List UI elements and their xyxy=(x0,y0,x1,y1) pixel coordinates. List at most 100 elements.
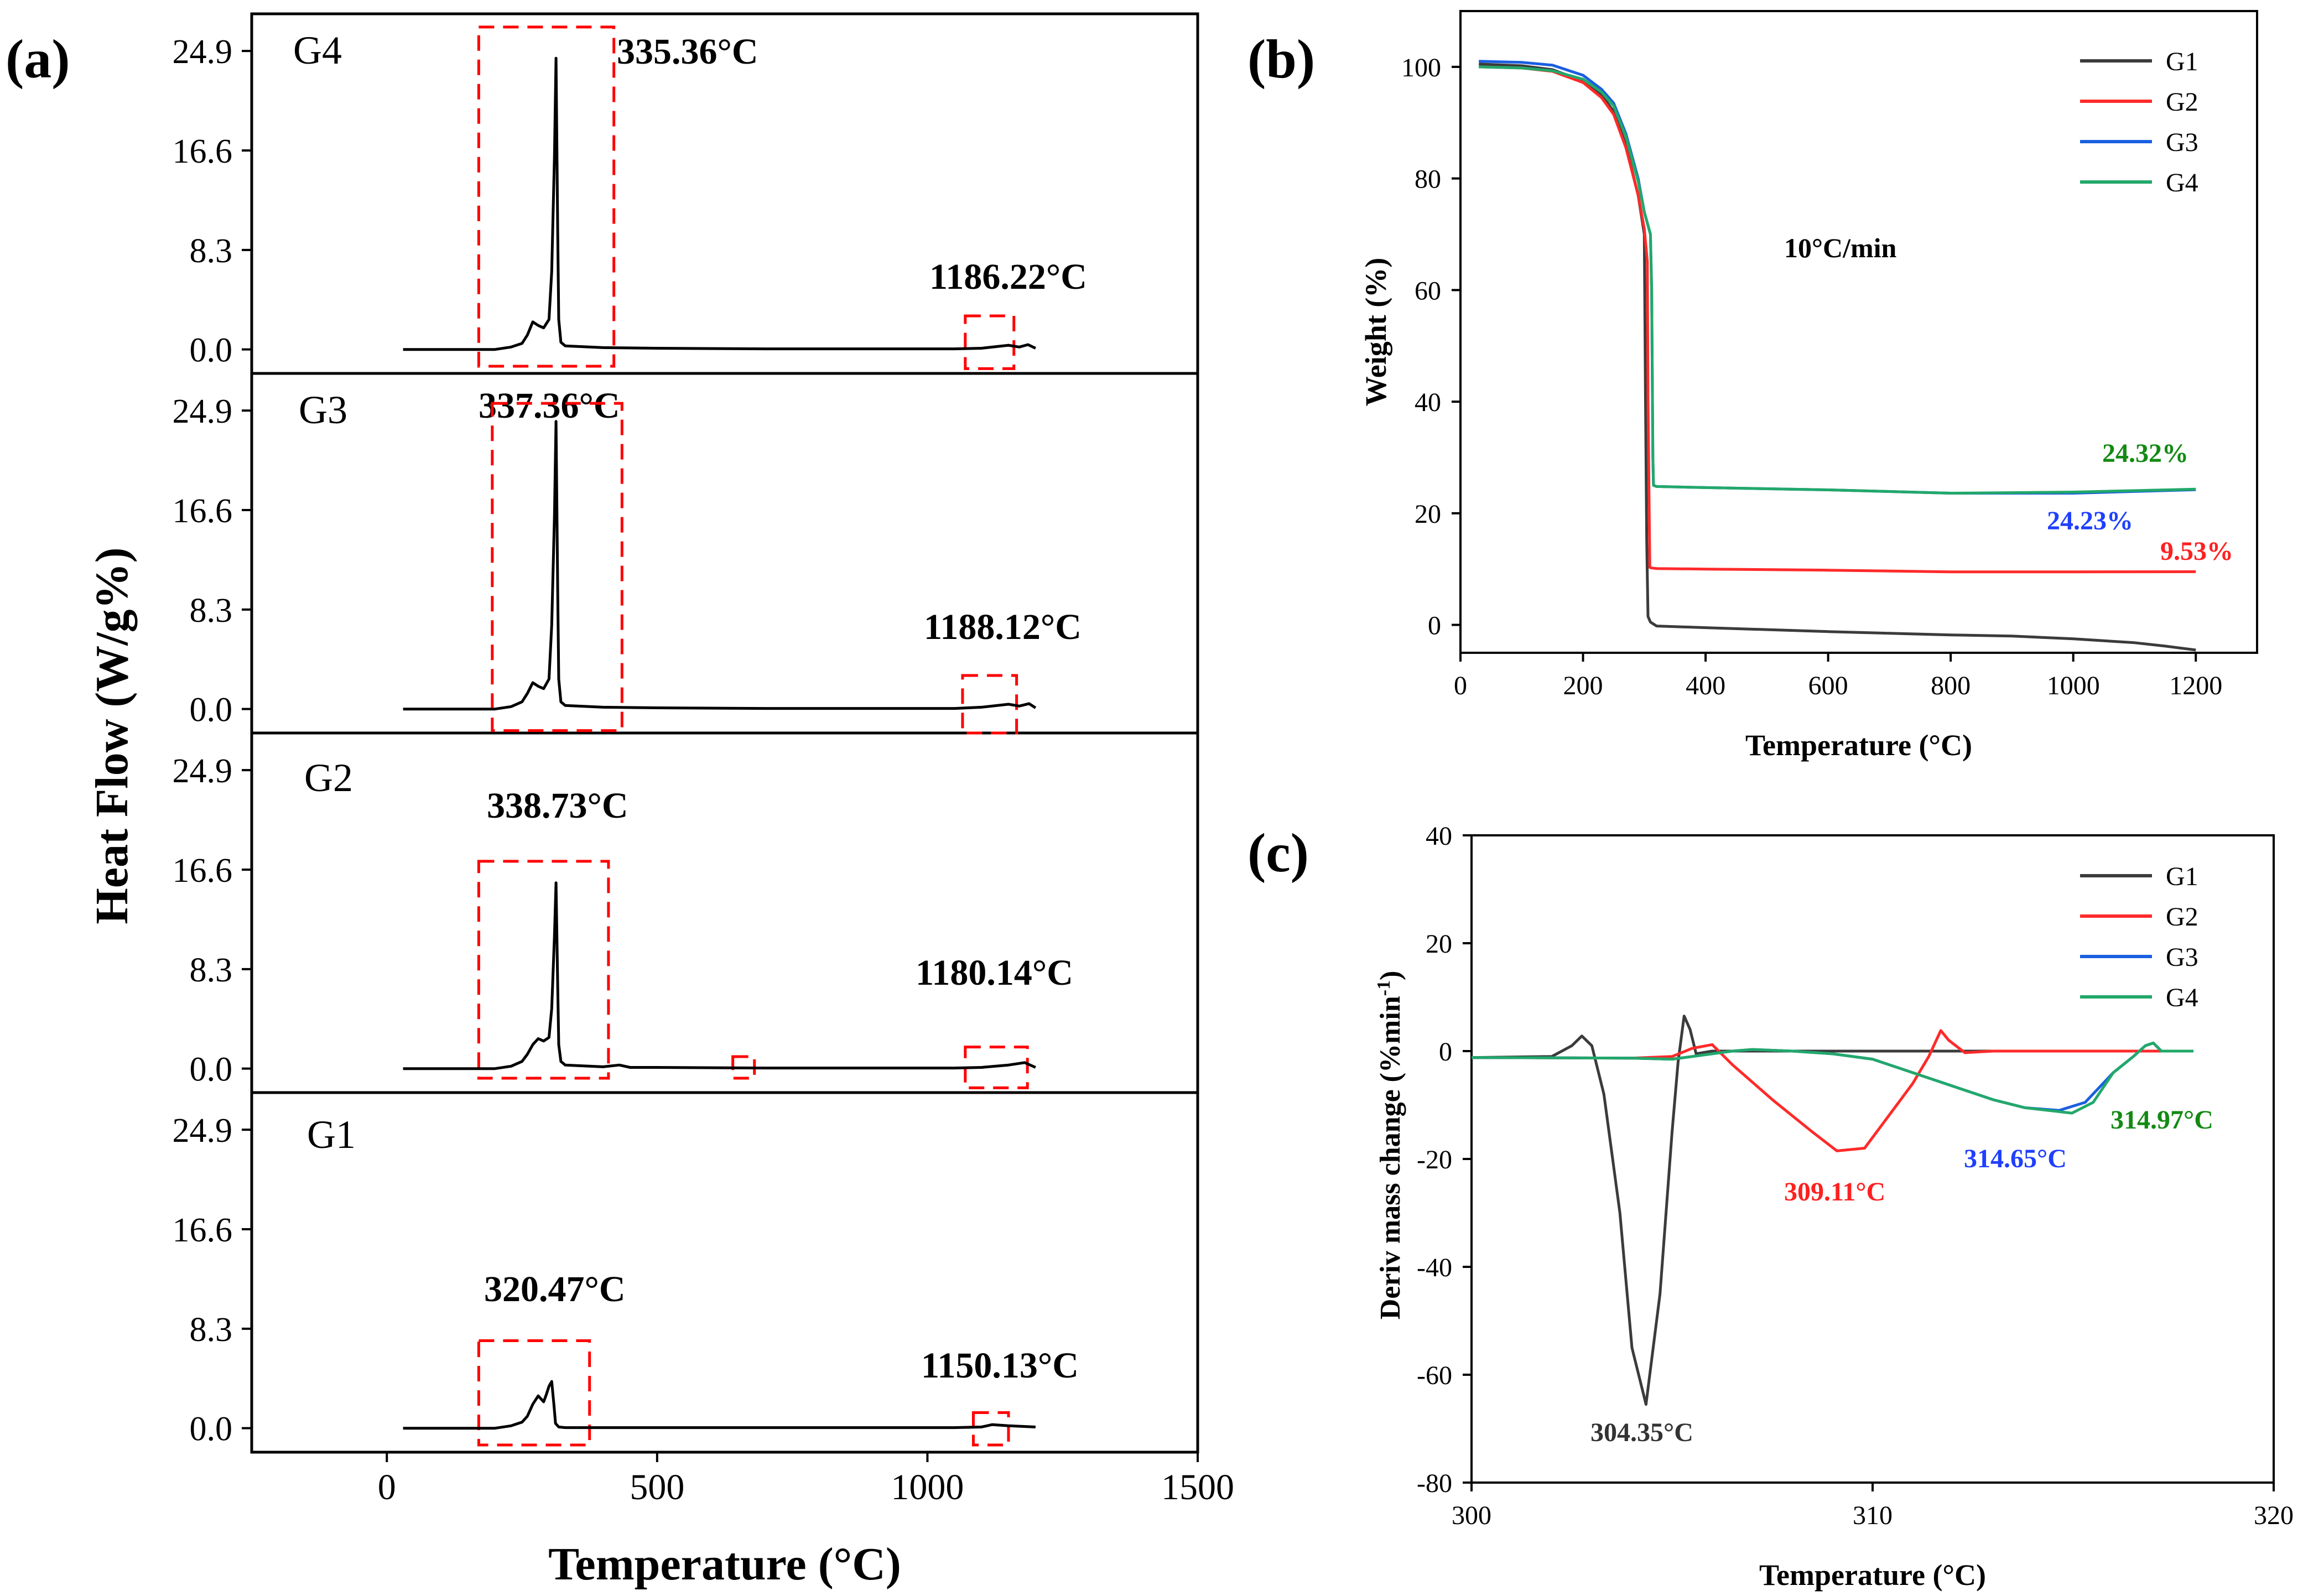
y-tick-label-a: 16.6 xyxy=(173,492,233,530)
peak-label-c-g2: 309.11°C xyxy=(1784,1177,1885,1207)
x-tick-label-b: 800 xyxy=(1931,671,1971,700)
y-axis-label-a: Heat Flow (W/g%) xyxy=(86,547,138,924)
peak-label-g4-high: 1186.22°C xyxy=(929,257,1087,297)
highlight-box-a xyxy=(477,1339,591,1447)
series-line-c-g4 xyxy=(1471,1041,2193,1115)
series-line-c-g2 xyxy=(1471,1029,2193,1152)
end-label-g2: 9.53% xyxy=(2160,537,2233,566)
series-line-b-g1 xyxy=(1479,63,2196,652)
y-tick-label-c: 0 xyxy=(1439,1037,1452,1067)
x-tick-label-a: 0 xyxy=(378,1467,396,1507)
y-tick-label-b: 0 xyxy=(1428,611,1441,641)
subpanel-name-g4: G4 xyxy=(293,28,342,72)
x-tick-label-b: 400 xyxy=(1686,671,1725,700)
subpanel-name-g3: G3 xyxy=(299,388,347,432)
x-tick-label-b: 0 xyxy=(1454,671,1467,700)
y-tick-label-a: 8.3 xyxy=(190,232,233,270)
y-tick-label-b: 80 xyxy=(1415,165,1441,194)
y-axis-label-b: Weight (%) xyxy=(1359,258,1392,406)
subpanel-name-g2: G2 xyxy=(304,756,353,800)
y-tick-label-a: 16.6 xyxy=(173,852,233,890)
y-tick-label-a: 24.9 xyxy=(173,1112,233,1150)
y-tick-label-a: 8.3 xyxy=(190,1311,233,1349)
panel-c-dtg: Temperature (°C) Deriv mass change (%min… xyxy=(1374,822,2294,1592)
y-tick-label-c: -60 xyxy=(1417,1361,1452,1390)
y-tick-label-a: 16.6 xyxy=(173,133,233,170)
x-axis-label-c: Temperature (°C) xyxy=(1759,1558,1986,1592)
end-label-g4: 24.32% xyxy=(2102,439,2188,468)
peak-label-c-g4: 314.97°C xyxy=(2110,1105,2213,1135)
end-label-g3: 24.23% xyxy=(2047,506,2133,536)
x-tick-label-b: 1200 xyxy=(2169,671,2222,700)
legend-label-c: G1 xyxy=(2166,862,2198,891)
legend-label-b: G2 xyxy=(2166,87,2198,117)
series-line-g1 xyxy=(403,1380,1036,1430)
legend-label-c: G2 xyxy=(2166,902,2198,932)
peak-label-g2-high: 1180.14°C xyxy=(916,953,1073,993)
panel-a-heat-flow: G4 G3 G2 G1 335.36°C 1186.22°C 337.36°C … xyxy=(86,12,1234,1590)
legend-label-b: G4 xyxy=(2166,168,2198,197)
peak-label-g1-main: 320.47°C xyxy=(484,1269,626,1309)
legend-label-c: G3 xyxy=(2166,943,2198,972)
y-tick-label-a: 0.0 xyxy=(190,692,233,729)
x-tick-label-b: 1000 xyxy=(2047,671,2100,700)
y-tick-label-a: 24.9 xyxy=(173,33,233,71)
y-tick-label-c: 20 xyxy=(1426,929,1452,959)
y-tick-label-a: 8.3 xyxy=(190,592,233,630)
x-tick-label-c: 320 xyxy=(2254,1501,2294,1530)
subpanel-name-g1: G1 xyxy=(307,1112,356,1157)
x-tick-label-a: 1500 xyxy=(1161,1467,1234,1507)
peak-label-g3-main: 337.36°C xyxy=(479,386,620,426)
legend-label-b: G3 xyxy=(2166,128,2198,157)
peak-label-c-g1: 304.35°C xyxy=(1590,1418,1693,1447)
x-axis-label-a: Temperature (°C) xyxy=(548,1538,901,1590)
y-axis-label-c: Deriv mass change (%min-1) xyxy=(1374,971,1407,1320)
highlight-box-a xyxy=(477,860,610,1080)
x-tick-label-a: 1000 xyxy=(891,1467,964,1507)
peak-label-g1-high: 1150.13°C xyxy=(921,1345,1079,1386)
highlight-box-a xyxy=(477,25,616,368)
peak-label-g4-main: 335.36°C xyxy=(617,32,758,72)
legend-label-c: G4 xyxy=(2166,983,2198,1012)
y-tick-label-c: 40 xyxy=(1426,822,1452,851)
y-tick-label-b: 60 xyxy=(1415,276,1441,305)
y-tick-label-c: -20 xyxy=(1417,1145,1452,1174)
peak-label-g2-main: 338.73°C xyxy=(487,786,628,826)
panel-label-b: (b) xyxy=(1247,28,1315,90)
y-tick-label-b: 20 xyxy=(1415,500,1441,529)
highlight-box-a xyxy=(491,402,623,732)
x-tick-label-a: 500 xyxy=(630,1467,684,1507)
y-tick-label-b: 40 xyxy=(1415,388,1441,417)
series-line-b-g2 xyxy=(1479,65,2196,574)
y-tick-label-a: 24.9 xyxy=(173,393,233,430)
peak-label-g3-high: 1188.12°C xyxy=(924,607,1082,647)
rate-annotation: 10°C/min xyxy=(1784,232,1897,263)
panel-label-c: (c) xyxy=(1247,822,1309,883)
series-line-g4 xyxy=(403,56,1036,351)
series-line-b-g4 xyxy=(1479,65,2196,495)
y-tick-label-a: 16.6 xyxy=(173,1212,233,1249)
peak-label-c-g3: 314.65°C xyxy=(1964,1144,2067,1173)
x-tick-label-b: 600 xyxy=(1808,671,1848,700)
y-tick-label-a: 0.0 xyxy=(190,1051,233,1089)
legend-label-b: G1 xyxy=(2166,47,2198,76)
y-tick-label-a: 8.3 xyxy=(190,952,233,989)
series-line-g2 xyxy=(403,881,1036,1070)
series-line-g3 xyxy=(403,420,1037,711)
y-tick-label-a: 0.0 xyxy=(190,1411,233,1448)
x-tick-label-c: 300 xyxy=(1452,1501,1491,1530)
highlight-box-a xyxy=(964,314,1016,370)
x-tick-label-b: 200 xyxy=(1563,671,1603,700)
x-tick-label-c: 310 xyxy=(1853,1501,1893,1530)
highlight-box-a xyxy=(971,1411,1010,1447)
y-tick-label-c: -80 xyxy=(1417,1469,1452,1498)
y-tick-label-a: 24.9 xyxy=(173,752,233,790)
y-tick-label-b: 100 xyxy=(1401,53,1441,82)
panel-b-tga: 10°C/min Temperature (°C) Weight (%) 24.… xyxy=(1359,10,2258,762)
y-tick-label-a: 0.0 xyxy=(190,332,233,370)
x-axis-label-b: Temperature (°C) xyxy=(1745,729,1972,762)
series-line-c-g1 xyxy=(1471,1015,2193,1406)
y-tick-label-c: -40 xyxy=(1417,1253,1452,1282)
panel-label-a: (a) xyxy=(6,28,70,90)
